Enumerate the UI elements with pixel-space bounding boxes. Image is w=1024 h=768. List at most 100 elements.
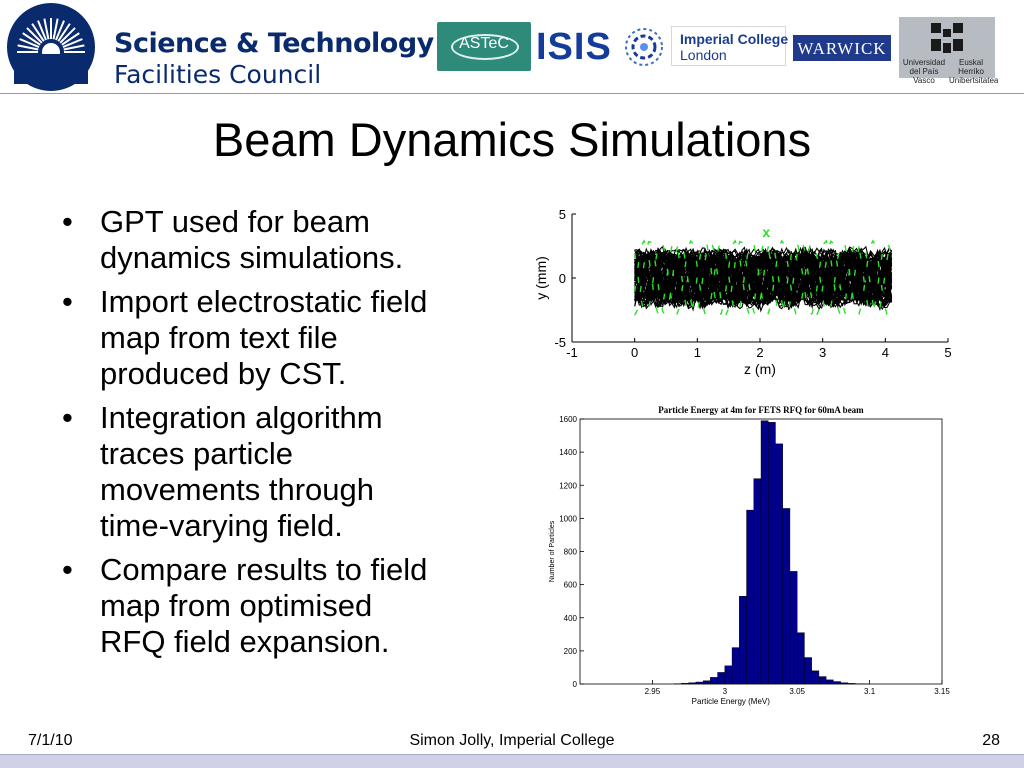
y-tick-label: 1600 bbox=[559, 415, 577, 424]
isis-swirl-icon bbox=[625, 28, 663, 66]
x-tick-label: -1 bbox=[566, 345, 578, 360]
bullet-line: movements through bbox=[100, 472, 374, 507]
x-axis-label: z (m) bbox=[744, 361, 776, 377]
y-tick-label: 1200 bbox=[559, 481, 577, 490]
x-tick-label: 4 bbox=[882, 345, 889, 360]
upv-ehu-logo: Universidad del País Vasco Euskal Herrik… bbox=[899, 17, 998, 85]
x-axis-label: Particle Energy (MeV) bbox=[692, 697, 771, 706]
histogram-bar bbox=[724, 665, 733, 685]
warwick-logo: WARWICK bbox=[793, 35, 891, 61]
y-tick-label: 0 bbox=[559, 271, 566, 286]
bullet-line: time-varying field. bbox=[100, 508, 343, 543]
y-tick-label: 0 bbox=[573, 680, 578, 689]
y-tick-label: 5 bbox=[559, 207, 566, 222]
bullet-marker: • bbox=[62, 204, 73, 239]
x-tick-label: 5 bbox=[944, 345, 951, 360]
astec-logo: ASTeC bbox=[437, 22, 531, 71]
bullet-line: produced by CST. bbox=[100, 356, 347, 391]
histogram-bar bbox=[768, 422, 776, 685]
footer-bar bbox=[0, 754, 1024, 768]
bullet-line: map from optimised bbox=[100, 588, 373, 623]
x-tick-label: 2.95 bbox=[645, 687, 661, 696]
header-divider bbox=[0, 93, 1024, 94]
x-tick-label: 3 bbox=[819, 345, 826, 360]
histogram-title: Particle Energy at 4m for FETS RFQ for 6… bbox=[658, 405, 864, 415]
bullet-line: RFQ field expansion. bbox=[100, 624, 390, 659]
y-tick-label: 1000 bbox=[559, 514, 577, 523]
isis-logo: ISIS bbox=[536, 24, 666, 70]
histogram-bar bbox=[811, 670, 820, 685]
stfc-name-line2: Facilities Council bbox=[114, 60, 322, 89]
energy-histogram: Particle Energy at 4m for FETS RFQ for 6… bbox=[549, 405, 950, 706]
x-tick-label: 1 bbox=[694, 345, 701, 360]
histogram-bar bbox=[731, 647, 740, 685]
imperial-college-logo: Imperial College London bbox=[671, 26, 789, 66]
highlight-track bbox=[634, 239, 893, 317]
histogram-bar bbox=[717, 672, 725, 685]
y-tick-label: -5 bbox=[554, 335, 566, 350]
histogram-bar bbox=[775, 443, 783, 685]
particle-track bbox=[634, 259, 893, 298]
x-tick-label: 0 bbox=[631, 345, 638, 360]
page-number: 28 bbox=[982, 732, 1000, 749]
particle-track bbox=[634, 245, 893, 312]
sunburst-icon bbox=[7, 3, 95, 91]
bullet-line: dynamics simulations. bbox=[100, 240, 404, 275]
astec-logo-text: ASTeC bbox=[459, 35, 509, 52]
bullet-list: • GPT used for beam dynamics simulations. •… bbox=[58, 204, 508, 668]
bullet-marker: • bbox=[62, 400, 73, 435]
histogram-bar bbox=[818, 676, 827, 685]
histogram-bar bbox=[695, 681, 704, 685]
histogram-bar bbox=[710, 677, 718, 685]
histogram-bar bbox=[782, 508, 791, 685]
footer-author: Simon Jolly, Imperial College bbox=[409, 732, 615, 749]
histogram-bar bbox=[825, 679, 834, 685]
histogram-bar bbox=[796, 632, 805, 685]
y-tick-label: 800 bbox=[564, 548, 578, 557]
imperial-logo-line1: Imperial College bbox=[680, 31, 789, 47]
histogram-bar bbox=[688, 682, 697, 685]
histogram-bar bbox=[804, 657, 812, 685]
histogram-bar bbox=[840, 682, 849, 685]
bullet-marker: • bbox=[62, 552, 73, 587]
histogram-bar bbox=[681, 682, 689, 685]
bullet-line: GPT used for beam bbox=[100, 204, 370, 239]
stfc-name-line1: Science & Technology bbox=[114, 28, 434, 59]
bullet-item: • Integration algorithm traces particle mov… bbox=[58, 400, 508, 544]
histogram-bar bbox=[789, 571, 798, 685]
bullet-line: Compare results to field bbox=[100, 552, 428, 587]
slide-title: Beam Dynamics Simulations bbox=[212, 113, 812, 166]
header-banner: Science & Technology Facilities Council … bbox=[0, 0, 1024, 94]
particle-track bbox=[634, 254, 892, 302]
lost-particle-marker: x bbox=[762, 224, 770, 240]
histogram-bar bbox=[746, 509, 754, 685]
y-tick-label: 1400 bbox=[559, 448, 577, 457]
upv-text-basque: Euskal Herriko Unibertsitatea bbox=[949, 58, 999, 85]
x-tick-label: 3.1 bbox=[864, 687, 876, 696]
upv-emblem-icon bbox=[931, 23, 963, 53]
x-tick-label: 3 bbox=[723, 687, 728, 696]
histogram-bar bbox=[847, 683, 856, 685]
bullet-marker: • bbox=[62, 284, 73, 319]
y-tick-label: 400 bbox=[564, 614, 578, 623]
bullet-item: • GPT used for beam dynamics simulations. bbox=[58, 204, 508, 276]
y-tick-label: 200 bbox=[564, 647, 578, 656]
bullet-item: • Compare results to field map from optimi… bbox=[58, 552, 508, 660]
warwick-logo-text: WARWICK bbox=[797, 39, 887, 58]
particle-track bbox=[634, 255, 892, 300]
histogram-bar bbox=[833, 681, 841, 685]
histogram-bar bbox=[702, 680, 711, 685]
imperial-logo-line2: London bbox=[680, 47, 727, 63]
y-axis-label: Number of Particles bbox=[549, 520, 556, 582]
particle-track bbox=[634, 252, 893, 305]
trajectory-plot: -1 0 1 2 3 4 5 5 0 -5 z (m) y (mm) x bbox=[533, 207, 952, 377]
histogram-bar bbox=[739, 596, 747, 685]
x-tick-label: 3.05 bbox=[789, 687, 805, 696]
x-tick-label: 3.15 bbox=[934, 687, 950, 696]
highlight-track bbox=[634, 239, 893, 317]
particle-tracks bbox=[634, 239, 893, 317]
upv-text-spanish: Universidad del País Vasco bbox=[902, 58, 946, 85]
bullet-line: traces particle bbox=[100, 436, 293, 471]
histogram-bar bbox=[760, 420, 769, 685]
bullet-line: map from text file bbox=[100, 320, 338, 355]
